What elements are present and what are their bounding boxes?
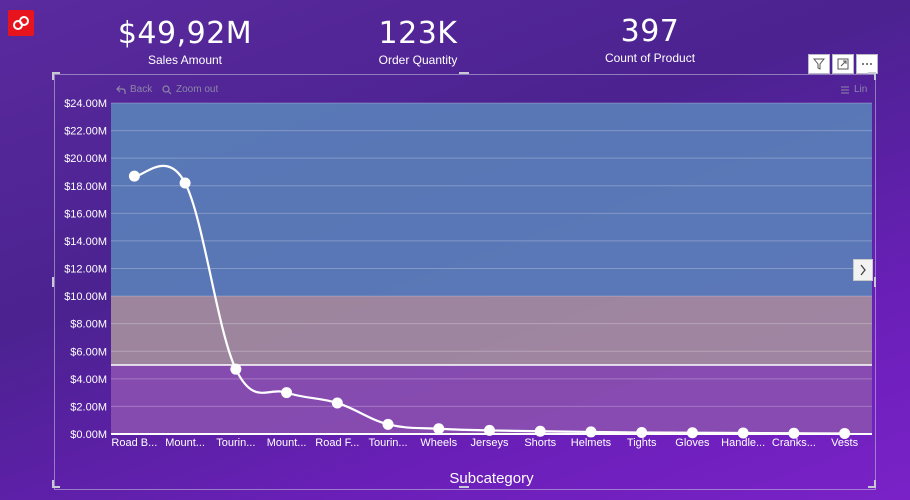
focus-mode-button[interactable] xyxy=(832,54,854,74)
kpi-value: $49,92M xyxy=(117,16,253,51)
x-tick-label: Road F... xyxy=(315,437,359,449)
ellipsis-icon xyxy=(862,63,872,65)
kpi-value: 397 xyxy=(620,14,680,49)
chevron-right-icon xyxy=(860,264,866,276)
kpi-sales-amount: $49,92M Sales Amount xyxy=(110,16,260,67)
resize-handle[interactable] xyxy=(868,486,876,488)
data-point xyxy=(331,397,343,409)
data-point xyxy=(128,170,140,182)
resize-handle[interactable] xyxy=(874,72,876,80)
filter-button[interactable] xyxy=(808,54,830,74)
kpi-label: Order Quantity xyxy=(378,53,458,67)
y-tick-label: $4.00M xyxy=(70,374,107,386)
y-tick-label: $8.00M xyxy=(70,319,107,331)
legend-label: Lin xyxy=(854,84,868,95)
data-point xyxy=(534,425,546,437)
x-axis-title: Subcategory xyxy=(449,470,534,487)
kpi-count-of-product: 397 Count of Product xyxy=(575,14,725,65)
back-arrow-icon xyxy=(116,85,126,94)
y-tick-label: $6.00M xyxy=(70,346,107,358)
data-point xyxy=(433,423,445,435)
kpi-value: 123K xyxy=(378,16,458,51)
resize-handle[interactable] xyxy=(874,480,876,488)
next-page-button[interactable] xyxy=(853,259,873,281)
x-tick-label: Tights xyxy=(627,437,657,449)
x-tick-label: Cranks... xyxy=(772,437,816,449)
x-tick-label: Gloves xyxy=(675,437,710,449)
data-point xyxy=(636,426,648,438)
data-point xyxy=(585,426,597,438)
data-point xyxy=(737,427,749,439)
y-tick-label: $20.00M xyxy=(64,153,107,165)
data-point xyxy=(686,427,698,439)
data-point xyxy=(788,427,800,439)
y-tick-label: $24.00M xyxy=(64,98,107,110)
y-tick-label: $22.00M xyxy=(64,126,107,138)
y-tick-label: $12.00M xyxy=(64,264,107,276)
data-point xyxy=(230,363,242,375)
data-point xyxy=(382,418,394,430)
kpi-label: Sales Amount xyxy=(147,53,223,67)
y-tick-label: $0.00M xyxy=(70,429,107,441)
y-tick-label: $10.00M xyxy=(64,291,107,303)
kpi-label: Count of Product xyxy=(604,51,696,65)
zoom-out-label: Zoom out xyxy=(176,84,219,95)
resize-handle[interactable] xyxy=(52,72,60,74)
x-tick-label: Helmets xyxy=(571,437,612,449)
zoom-out-button[interactable]: Zoom out xyxy=(162,84,218,95)
resize-handle[interactable] xyxy=(459,72,469,74)
data-point xyxy=(179,177,191,189)
x-tick-label: Shorts xyxy=(524,437,556,449)
x-tick-label: Wheels xyxy=(420,437,457,449)
app-logo xyxy=(8,10,34,36)
x-tick-label: Handle... xyxy=(721,437,765,449)
kpi-order-quantity: 123K Order Quantity xyxy=(343,16,493,67)
data-point xyxy=(484,424,495,436)
legend-toggle[interactable]: Lin xyxy=(840,84,867,95)
expand-icon xyxy=(837,58,849,70)
resize-handle[interactable] xyxy=(52,72,54,80)
resize-handle[interactable] xyxy=(52,277,54,287)
x-tick-label: Mount... xyxy=(165,437,205,449)
band-2 xyxy=(111,365,872,434)
filter-icon xyxy=(813,58,825,70)
data-point xyxy=(281,387,293,399)
band-1 xyxy=(111,296,872,366)
resize-handle[interactable] xyxy=(868,72,876,74)
more-options-button[interactable] xyxy=(856,54,878,74)
resize-handle[interactable] xyxy=(459,486,469,488)
x-tick-label: Vests xyxy=(831,437,858,449)
x-tick-label: Jerseys xyxy=(471,437,509,449)
back-label: Back xyxy=(130,84,153,95)
list-icon xyxy=(841,86,849,93)
data-point xyxy=(839,427,851,439)
y-tick-label: $18.00M xyxy=(64,181,107,193)
series-line xyxy=(134,164,845,435)
link-icon xyxy=(13,16,29,30)
back-button[interactable]: Back xyxy=(116,84,152,95)
y-tick-label: $16.00M xyxy=(64,208,107,220)
x-tick-label: Tourin... xyxy=(216,437,255,449)
x-tick-label: Tourin... xyxy=(368,437,407,449)
resize-handle[interactable] xyxy=(874,277,876,287)
y-tick-label: $14.00M xyxy=(64,236,107,248)
x-tick-label: Mount... xyxy=(267,437,307,449)
x-tick-label: Road B... xyxy=(111,437,157,449)
y-tick-label: $2.00M xyxy=(70,401,107,413)
resize-handle[interactable] xyxy=(52,486,60,488)
resize-handle[interactable] xyxy=(52,480,54,488)
band-0 xyxy=(111,103,872,297)
magnifier-icon xyxy=(162,84,172,94)
